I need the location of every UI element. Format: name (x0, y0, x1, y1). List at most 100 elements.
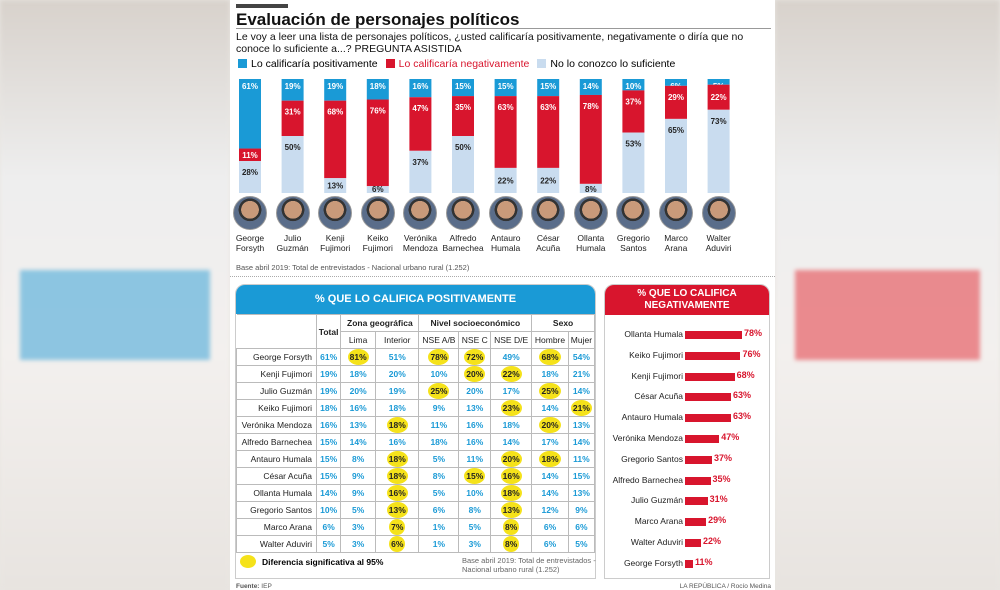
bar-negative (281, 100, 304, 136)
cell: 8% (490, 518, 533, 536)
row-name: George Forsyth (236, 348, 317, 366)
name: Julio Guzmán (631, 495, 683, 506)
negative-row: Ollanta Humala 78% (605, 327, 769, 341)
politician-11: Walter Aduviri (697, 196, 741, 253)
name: Keiko Fujimori (629, 349, 683, 360)
politician-10: Marco Arana (654, 196, 698, 253)
value: 35% (712, 473, 731, 484)
cell: 14% (567, 382, 595, 400)
legend-unknown: No lo conozco lo suficiente (537, 58, 675, 70)
politician-5: Alfredo Barnechea (441, 196, 485, 253)
cell: 9% (567, 501, 595, 519)
negative-row: Gregorio Santos 37% (605, 452, 769, 466)
table-row: Keiko Fujimori 18% 16% 18% 9% 13% 23% 14% 21% (236, 399, 595, 417)
group-header: Nivel socioeconómico (418, 314, 533, 332)
cell: 13% (490, 501, 533, 519)
data-label: 50% (455, 143, 471, 152)
cell: 8% (418, 467, 460, 485)
data-label: 6% (372, 185, 384, 194)
row-name: Kenji Fujimori (236, 365, 317, 383)
name: Gregorio Santos (621, 453, 683, 464)
portrait-photo (701, 196, 736, 230)
politician-name: Antauro Humala (490, 233, 521, 253)
cell: 16% (375, 433, 420, 451)
portrait-photo (360, 196, 395, 230)
data-label: 11% (242, 151, 258, 160)
cell: 78% (418, 348, 460, 366)
table-row: George Forsyth 61% 81% 51% 78% 72% 49% 68% 54% (236, 348, 595, 366)
cell: 15% (315, 467, 342, 485)
cell: 19% (315, 365, 342, 383)
politician-name: Keiko Fujimori (362, 233, 393, 253)
bar-unknown (494, 167, 517, 193)
cell: 18% (490, 416, 533, 434)
cell: 3% (458, 535, 492, 553)
cell: 10% (458, 484, 492, 502)
negative-bar (685, 351, 741, 360)
negative-row: Antauro Humala 63% (605, 410, 769, 424)
cell: 20% (375, 365, 420, 383)
bar-unknown (409, 150, 432, 193)
bar-unknown (452, 136, 474, 193)
row-name: Walter Aduviri (236, 535, 317, 553)
bar-positive (409, 79, 432, 98)
cell: 16% (490, 467, 533, 485)
portrait-photo (531, 196, 566, 230)
col-header: Total (315, 314, 342, 349)
data-label: 18% (370, 82, 386, 91)
data-label: 13% (327, 182, 343, 191)
bar-unknown (665, 118, 687, 193)
negative-bar (685, 497, 708, 506)
bar-negative (665, 85, 687, 119)
bar-positive (324, 79, 347, 101)
bar-positive (452, 79, 474, 97)
value: 37% (714, 452, 733, 463)
cell: 14% (490, 433, 533, 451)
data-label: 76% (370, 107, 386, 116)
col-header: Hombre (531, 331, 569, 349)
name: Alfredo Barnechea (612, 474, 683, 485)
blurred-background-left (0, 0, 230, 590)
politician-name: Ollanta Humala (576, 233, 606, 253)
cell: 6% (531, 518, 569, 536)
cell: 20% (490, 450, 533, 468)
value: 29% (708, 515, 727, 526)
cell: 14% (567, 433, 595, 451)
cell: 14% (531, 399, 569, 417)
politician-0: George Forsyth (228, 196, 272, 253)
negative-row: Verónika Mendoza 47% (605, 431, 769, 445)
cell: 61% (315, 348, 342, 366)
negative-row: Kenji Fujimori 68% (605, 369, 769, 383)
portrait-photo (659, 196, 693, 230)
bar-negative (537, 96, 560, 168)
negative-bar (685, 539, 702, 547)
positive-table-panel: % QUE LO CALIFICA POSITIVAMENTE Total Zon… (235, 284, 596, 579)
bar-positive (665, 79, 687, 86)
bar-positive (622, 79, 645, 91)
cell: 18% (375, 399, 420, 417)
negative-row: Walter Aduviri 22% (605, 535, 769, 549)
cell: 18% (531, 365, 569, 383)
negative-bar (685, 414, 731, 423)
politician-8: Ollanta Humala (569, 196, 613, 253)
cell: 8% (340, 450, 377, 468)
stacked-bar-chart: 61% 11% 28% 19% 31% 50% 19% 68% 13% 18% 76% 6% 16% 47… (239, 79, 730, 194)
cell: 8% (490, 535, 533, 553)
cell: 12% (531, 501, 569, 519)
cell: 14% (531, 484, 569, 502)
portrait-photo (616, 196, 651, 230)
negative-row: George Forsyth 11% (605, 556, 769, 570)
data-label: 63% (540, 103, 556, 112)
cell: 16% (315, 416, 342, 434)
row-name: Keiko Fujimori (236, 399, 317, 417)
politician-3: Keiko Fujimori (356, 196, 400, 253)
table-row: Verónika Mendoza 16% 13% 18% 11% 16% 18% 20% 13% (236, 416, 595, 434)
portrait-photo (446, 196, 480, 230)
politician-name: César Acuña (536, 233, 561, 253)
bar-negative (494, 96, 517, 168)
cell: 68% (531, 348, 569, 366)
cell: 22% (490, 365, 533, 383)
politician-name: Alfredo Barnechea (442, 233, 484, 253)
row-name: Gregorio Santos (236, 501, 317, 519)
bar-unknown (579, 183, 602, 193)
